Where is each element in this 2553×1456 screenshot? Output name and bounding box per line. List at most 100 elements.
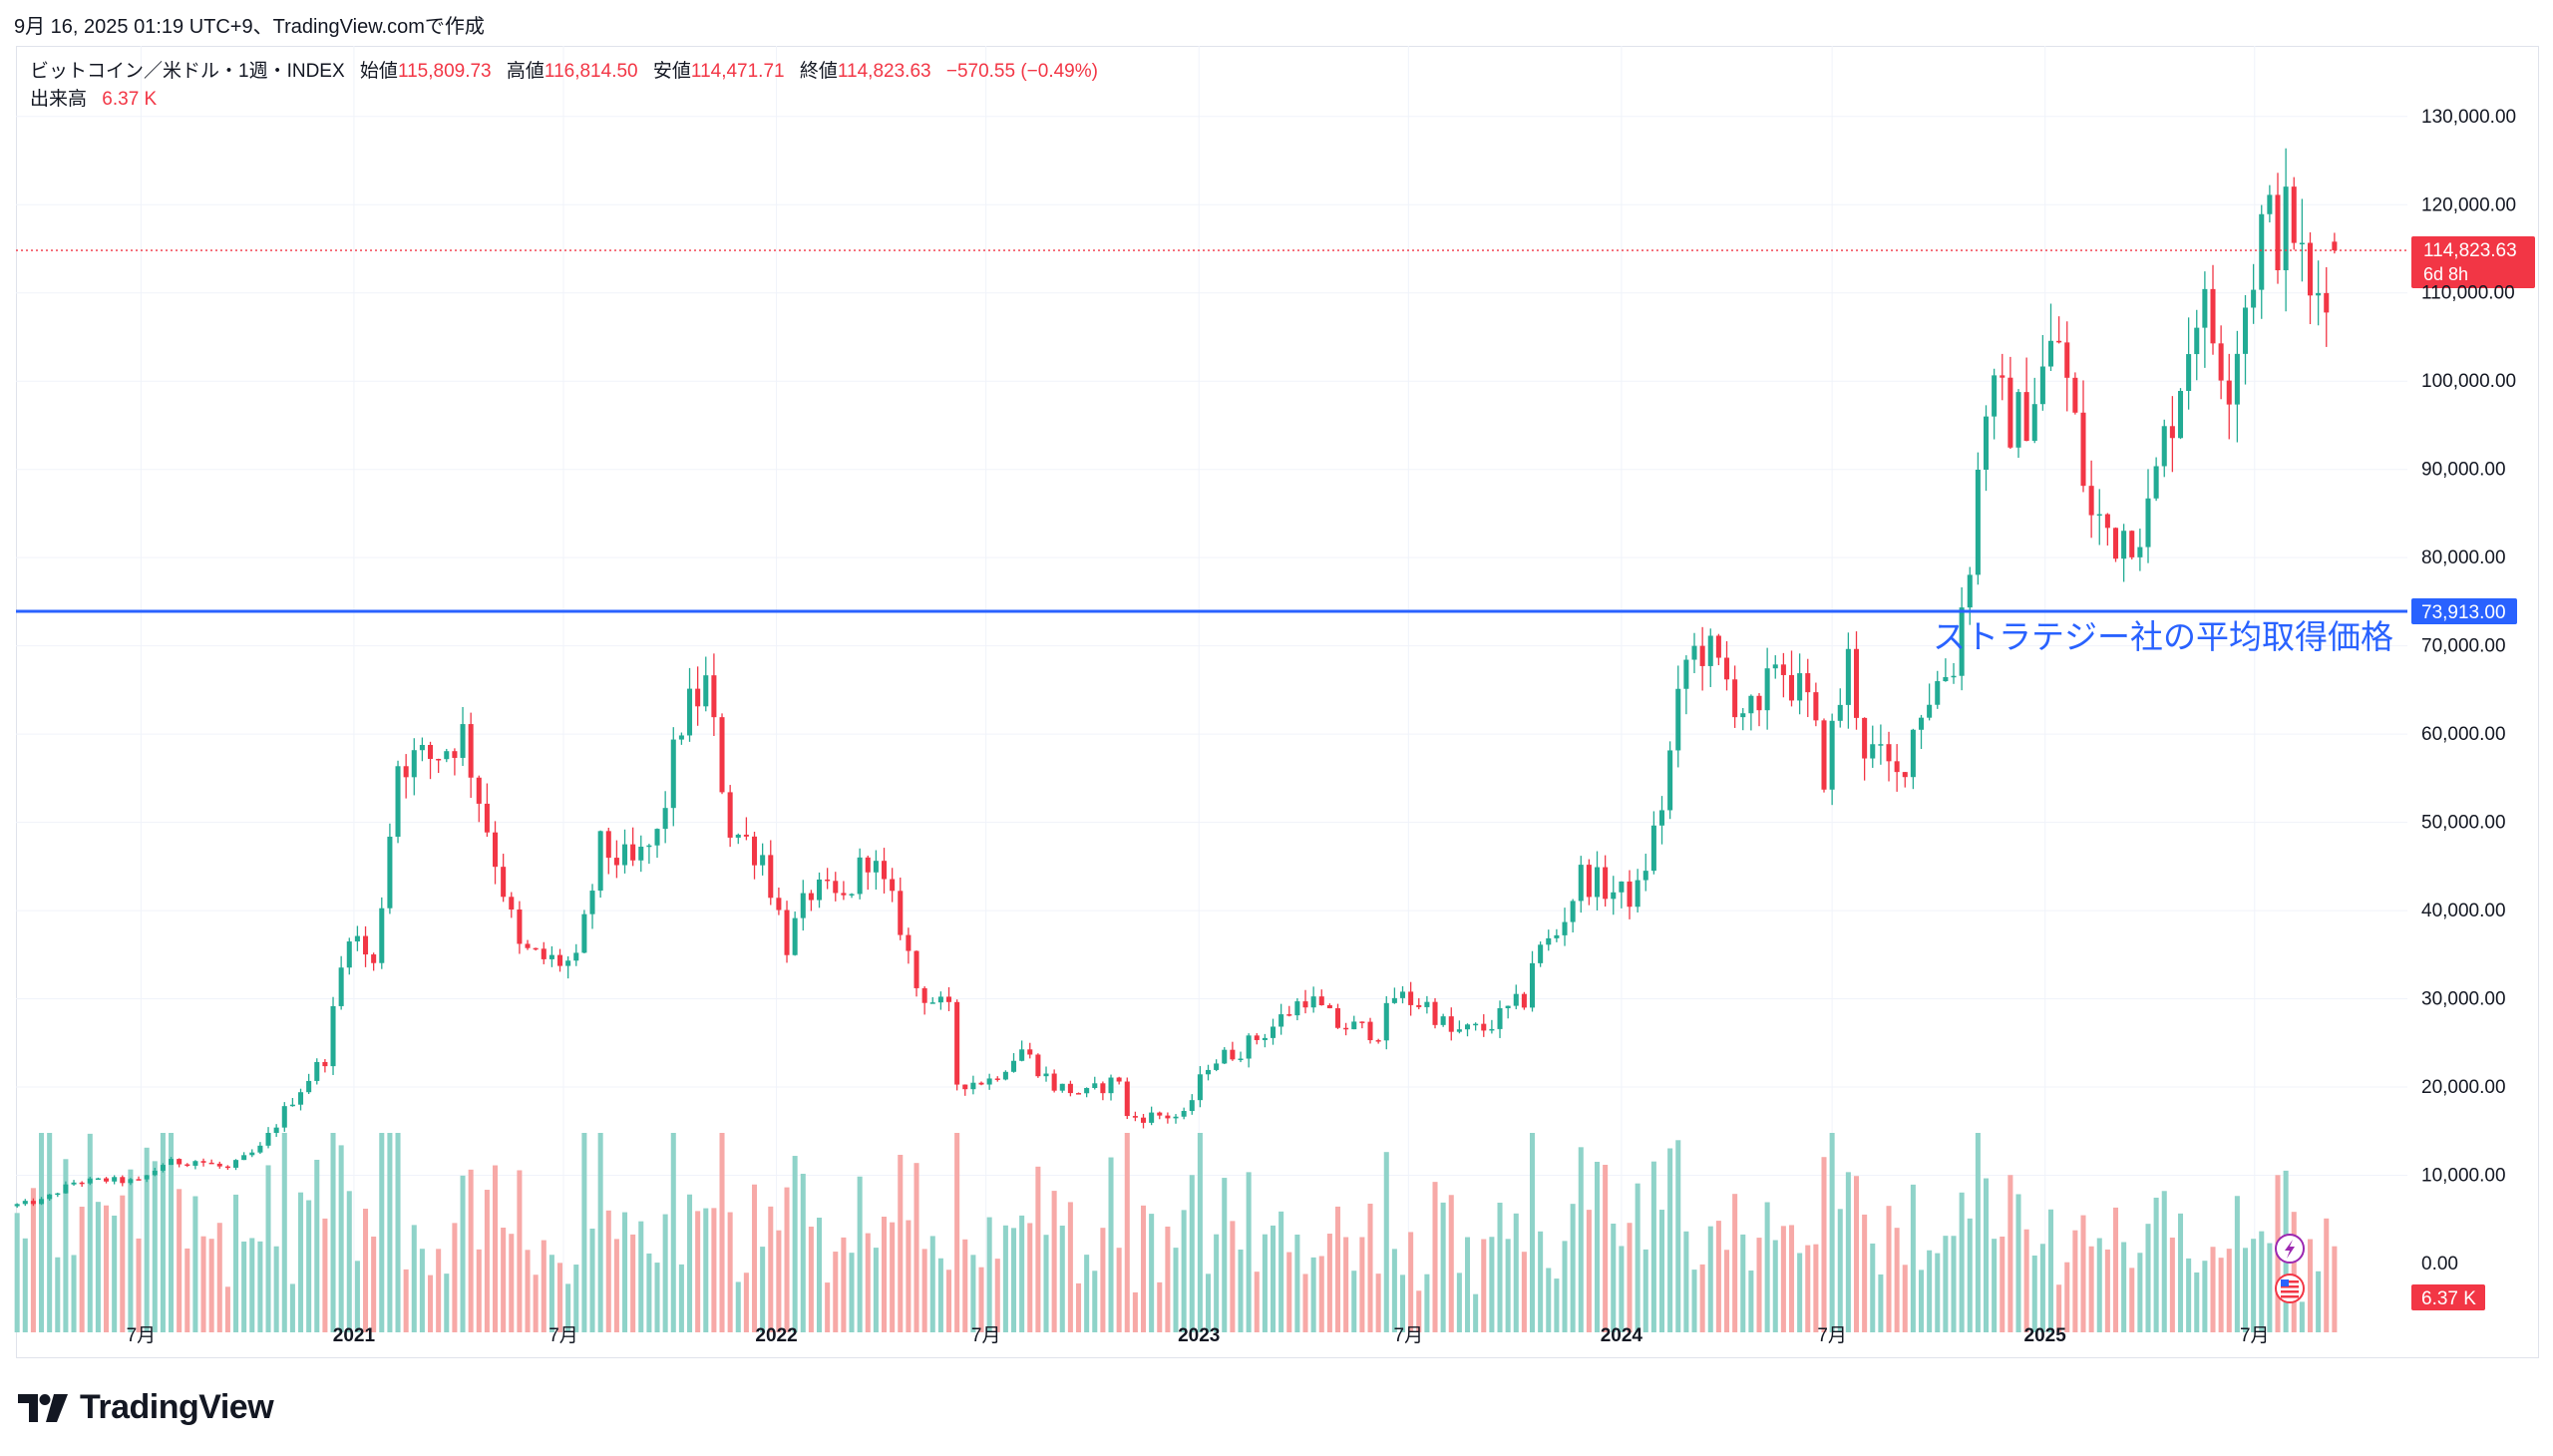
- candle-body: [1002, 1071, 1008, 1080]
- candle-body: [184, 1164, 190, 1167]
- candle-body: [646, 845, 652, 848]
- candle-body: [687, 688, 693, 736]
- candle-body: [1707, 635, 1713, 666]
- legend-volume-label[interactable]: 出来高: [30, 89, 88, 110]
- candle-body: [929, 1002, 935, 1004]
- candle-body: [695, 688, 701, 707]
- candle-body: [1959, 607, 1965, 676]
- candle-body: [1992, 375, 1998, 417]
- volume-bar: [1764, 1202, 1770, 1332]
- volume-bar: [1723, 1250, 1730, 1332]
- candle-body: [1894, 761, 1900, 773]
- candle-body: [898, 891, 904, 935]
- x-tick-label: 7月: [971, 1325, 1001, 1346]
- volume-bar: [208, 1239, 214, 1332]
- lightning-event-icon: [2275, 1234, 2305, 1264]
- volume-bar: [1189, 1175, 1195, 1332]
- candle-body: [55, 1193, 61, 1196]
- candle-body: [1691, 645, 1697, 660]
- volume-bar: [444, 1274, 450, 1332]
- volume-bar: [216, 1223, 222, 1332]
- candle-body: [994, 1078, 1000, 1080]
- us-flag-stripe: [2281, 1290, 2299, 1293]
- volume-bar: [55, 1257, 61, 1332]
- current-price-tag-countdown: 6d 8h: [2423, 264, 2468, 284]
- candle-body: [460, 724, 466, 758]
- candle-body: [727, 792, 733, 838]
- volume-bar: [403, 1269, 409, 1332]
- volume-bar: [1424, 1274, 1430, 1332]
- y-tick-label: 20,000.00: [2421, 1077, 2506, 1098]
- volume-bar: [387, 1133, 393, 1332]
- volume-bar: [95, 1202, 101, 1332]
- volume-bar: [411, 1225, 417, 1332]
- volume-bar: [857, 1176, 863, 1332]
- volume-bar: [306, 1200, 312, 1332]
- candle-body: [1650, 825, 1656, 872]
- volume-bar: [136, 1238, 142, 1332]
- candle-body: [525, 943, 531, 948]
- us-flag-stripe: [2281, 1295, 2299, 1298]
- volume-bar: [784, 1187, 790, 1332]
- x-tick-label: 7月: [127, 1325, 157, 1346]
- candle-body: [1464, 1024, 1471, 1030]
- volume-bar: [1603, 1164, 1609, 1332]
- volume-bar: [1318, 1256, 1324, 1332]
- volume-bar: [711, 1208, 717, 1332]
- legend-symbol[interactable]: ビットコイン／米ドル・1週・INDEX: [30, 61, 345, 82]
- candle-body: [825, 879, 831, 882]
- candle-body: [605, 831, 611, 859]
- volume-bar: [1538, 1231, 1544, 1332]
- candle-body: [1619, 881, 1625, 893]
- candle-body: [1603, 867, 1609, 900]
- candle-body: [1278, 1014, 1284, 1027]
- candle-body: [306, 1080, 312, 1093]
- volume-bar: [1294, 1234, 1300, 1332]
- volume-bar: [882, 1217, 888, 1332]
- volume-bar: [257, 1241, 263, 1332]
- volume-bar: [654, 1263, 660, 1332]
- volume-bar: [2047, 1209, 2054, 1332]
- candle-body: [216, 1163, 222, 1167]
- y-tick-label: 30,000.00: [2421, 989, 2506, 1010]
- candle-body: [273, 1127, 279, 1133]
- volume-bar: [322, 1218, 328, 1332]
- current-price-tag-price: 114,823.63: [2423, 240, 2517, 261]
- volume-bar: [2015, 1194, 2021, 1332]
- volume-bar: [1813, 1244, 1819, 1332]
- volume-bar: [2121, 1242, 2127, 1332]
- volume-bar: [1116, 1248, 1122, 1332]
- volume-bar: [1627, 1223, 1633, 1332]
- volume-bar: [1254, 1272, 1260, 1332]
- candle-body: [978, 1082, 984, 1085]
- candle-body: [784, 910, 790, 955]
- candle-body: [711, 675, 717, 718]
- volume-bar: [436, 1249, 442, 1332]
- candle-body: [1611, 892, 1617, 900]
- candle-body: [638, 847, 644, 861]
- candle-body: [1497, 1008, 1503, 1029]
- candle-body: [1440, 1016, 1446, 1025]
- volume-bar: [14, 1213, 20, 1332]
- candle-body: [484, 803, 490, 833]
- volume-bar: [452, 1223, 458, 1332]
- legend-open-label: 始値: [359, 61, 398, 82]
- candle-body: [1918, 717, 1925, 730]
- candle-body: [501, 867, 507, 898]
- volume-bar: [2251, 1239, 2257, 1332]
- candle-body: [1294, 1001, 1300, 1016]
- candle-body: [849, 894, 855, 896]
- volume-bar: [1562, 1241, 1568, 1332]
- grid-layer: [16, 46, 2407, 1332]
- volume-bar: [1027, 1223, 1033, 1332]
- candle-body: [1092, 1083, 1098, 1088]
- candle-body: [112, 1177, 118, 1182]
- candle-body: [1230, 1049, 1236, 1060]
- volume-bar: [1675, 1140, 1681, 1332]
- ohlc-legend: ビットコイン／米ドル・1週・INDEX 始値115,809.73 高値116,8…: [30, 58, 1098, 114]
- volume-bar: [2023, 1229, 2029, 1332]
- tradingview-logo[interactable]: TradingView: [18, 1388, 274, 1427]
- candle-body: [1205, 1069, 1212, 1075]
- legend-row-volume: 出来高 6.37 K: [30, 86, 1098, 114]
